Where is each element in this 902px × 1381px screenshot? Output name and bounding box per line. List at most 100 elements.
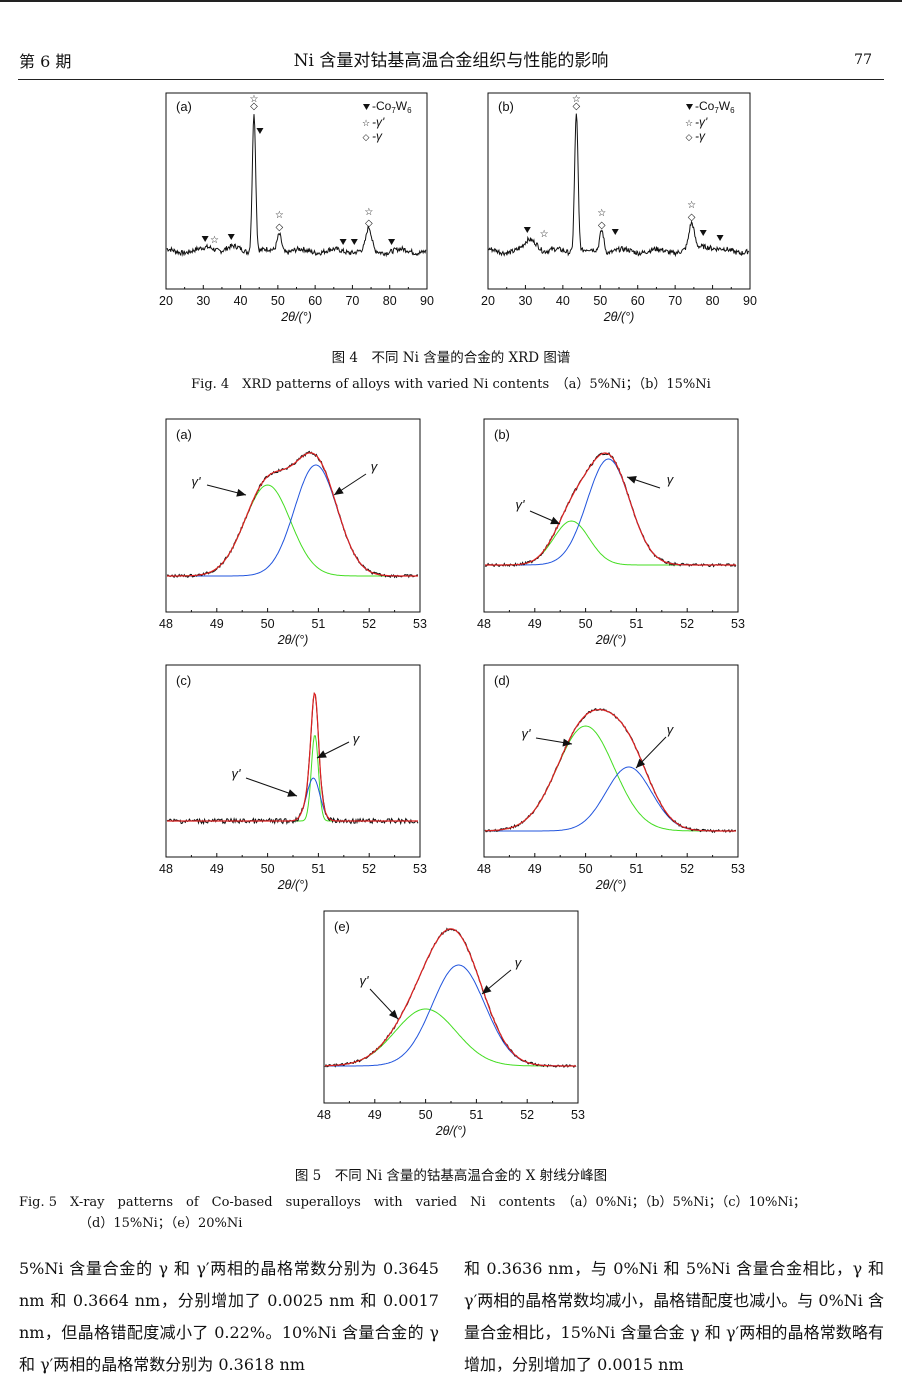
measured-pattern-line — [324, 927, 577, 1069]
annotation-arrowhead — [550, 516, 560, 525]
x-tick-label: 60 — [631, 294, 645, 308]
panel-label: (b) — [498, 99, 514, 114]
x-tick-label: 30 — [518, 294, 532, 308]
legend-gamma-prime-symbol: ☆ — [362, 118, 370, 128]
gamma-marker: ◇ — [250, 101, 258, 112]
annotation-arrow-line — [245, 777, 298, 797]
x-tick-label: 20 — [159, 294, 173, 308]
x-tick-label: 40 — [556, 294, 570, 308]
gamma-prime-fit-curve — [324, 1008, 576, 1067]
x-tick-label: 50 — [579, 617, 593, 631]
x-axis-label: 2θ/(°) — [595, 878, 627, 892]
x-tick-label: 70 — [345, 294, 359, 308]
co7w6-marker — [256, 128, 264, 134]
gamma-marker: ◇ — [572, 101, 580, 112]
x-tick-label: 90 — [743, 294, 757, 308]
legend-gamma-symbol: ◇ — [363, 132, 370, 142]
cumulative-fit-curve — [324, 928, 576, 1067]
co7w6-marker — [699, 230, 707, 236]
gamma-prime-marker: ☆ — [540, 229, 549, 240]
legend-co7w6-label: -Co7W6 — [695, 99, 735, 115]
gamma-prime-annotation: γ' — [192, 474, 202, 489]
x-tick-label: 40 — [234, 294, 248, 308]
x-tick-label: 49 — [210, 617, 224, 631]
x-tick-label: 53 — [731, 617, 745, 631]
top-rule — [0, 0, 902, 2]
co7w6-marker — [716, 235, 724, 241]
cumulative-fit-curve — [485, 709, 736, 832]
x-axis-label: 2θ/(°) — [277, 878, 309, 892]
gamma-prime-annotation: γ' — [360, 973, 370, 988]
cumulative-fit-curve — [167, 452, 418, 577]
legend-co7w6-symbol — [686, 104, 693, 110]
gamma-prime-fit-curve — [167, 484, 418, 577]
legend-co7w6-label: -Co7W6 — [372, 99, 412, 115]
x-tick-label: 48 — [159, 617, 173, 631]
x-tick-label: 48 — [477, 617, 491, 631]
running-title: Ni 含量对钴基高温合金组织与性能的影响 — [293, 51, 609, 71]
gamma-marker: ◇ — [365, 218, 373, 229]
gamma-annotation: γ — [515, 955, 523, 970]
x-tick-label: 53 — [571, 1108, 585, 1122]
x-tick-label: 48 — [477, 862, 491, 876]
x-tick-label: 30 — [196, 294, 210, 308]
x-tick-label: 51 — [629, 862, 643, 876]
x-tick-label: 52 — [680, 617, 694, 631]
gamma-prime-marker: ☆ — [597, 208, 606, 219]
x-axis-label: 2θ/(°) — [277, 633, 309, 647]
legend-gamma-prime-label: -γ' — [372, 115, 385, 129]
co7w6-marker — [523, 227, 531, 233]
x-tick-label: 49 — [528, 617, 542, 631]
co7w6-marker — [388, 239, 396, 245]
figure-5-caption-en-2: （d）15%Ni；（e）20%Ni — [79, 1216, 243, 1231]
legend-gamma-label: -γ — [695, 129, 706, 143]
legend-gamma-symbol: ◇ — [686, 132, 693, 142]
fit-plot-frame — [323, 910, 579, 1104]
x-tick-label: 53 — [413, 862, 427, 876]
x-tick-label: 80 — [706, 294, 720, 308]
fit-plot-frame — [165, 418, 421, 613]
figure-5-caption-cn: 图 5 不同 Ni 含量的钴基高温合金的 X 射线分峰图 — [294, 1168, 608, 1184]
gamma-fit-curve — [167, 464, 418, 577]
x-tick-label: 51 — [469, 1108, 483, 1122]
x-axis-label: 2θ/(°) — [595, 633, 627, 647]
panel-label: (b) — [494, 427, 510, 442]
cumulative-fit-curve — [485, 452, 736, 566]
gamma-prime-marker: ☆ — [364, 207, 373, 218]
page-number: 77 — [854, 52, 872, 68]
x-axis-label: 2θ/(°) — [280, 310, 312, 324]
x-tick-label: 49 — [528, 862, 542, 876]
x-tick-label: 80 — [383, 294, 397, 308]
annotation-arrowhead — [627, 476, 637, 484]
legend-gamma-label: -γ — [372, 129, 383, 143]
gamma-prime-fit-curve — [485, 520, 736, 566]
panel-label: (e) — [334, 919, 350, 934]
legend-gamma-prime-label: -γ' — [695, 115, 708, 129]
gamma-annotation: γ — [667, 472, 675, 487]
legend-co7w6-symbol — [363, 104, 370, 110]
header-rule — [18, 79, 884, 80]
gamma-prime-fit-curve — [485, 725, 736, 832]
annotation-arrowhead — [287, 789, 297, 797]
x-tick-label: 51 — [311, 862, 325, 876]
co7w6-marker — [201, 236, 209, 242]
x-tick-label: 52 — [362, 617, 376, 631]
co7w6-marker — [611, 229, 619, 235]
panel-label: (a) — [176, 99, 192, 114]
measured-pattern-line — [166, 692, 419, 826]
annotation-arrowhead — [388, 1009, 398, 1019]
gamma-annotation: γ — [667, 722, 675, 737]
fit-plot-frame — [165, 664, 421, 858]
annotation-arrowhead — [636, 758, 646, 768]
x-tick-label: 52 — [362, 862, 376, 876]
x-tick-label: 49 — [210, 862, 224, 876]
fit-plot-frame — [483, 418, 739, 613]
panel-label: (c) — [176, 673, 191, 688]
annotation-arrowhead — [562, 738, 572, 747]
x-tick-label: 53 — [731, 862, 745, 876]
body-text-right: 和 0.3636 nm，与 0%Ni 和 5%Ni 含量合金相比，γ 和 γ′两… — [464, 1259, 884, 1374]
x-tick-label: 49 — [368, 1108, 382, 1122]
xrd-pattern-line — [166, 114, 427, 258]
legend-gamma-prime-symbol: ☆ — [685, 118, 693, 128]
x-tick-label: 70 — [668, 294, 682, 308]
